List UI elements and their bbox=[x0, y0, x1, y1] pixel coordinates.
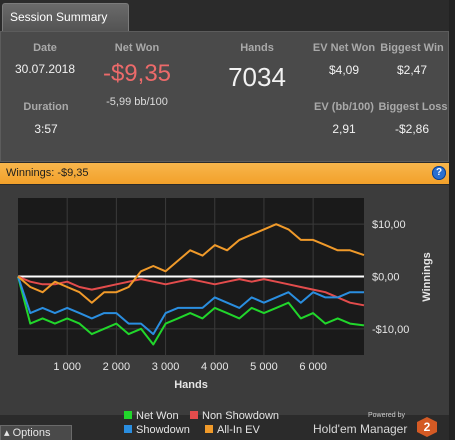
hands-value: 7034 bbox=[228, 62, 286, 92]
legend-all-in-ev: All-In EV bbox=[205, 424, 260, 436]
y-tick-label: -$10,00 bbox=[372, 324, 409, 336]
legend-swatch-showdown bbox=[124, 425, 132, 433]
window-edge bbox=[449, 0, 455, 440]
series-all-in-ev-line bbox=[17, 223, 365, 304]
net-won-bb100: -5,99 bb/100 bbox=[106, 96, 168, 108]
series-showdown-line bbox=[17, 276, 364, 336]
biggest-loss-label: Biggest Loss bbox=[378, 101, 448, 113]
legend-label-non-showdown: Non Showdown bbox=[202, 410, 280, 422]
hands-label: Hands bbox=[240, 42, 274, 54]
legend-label-all-in-ev: All-In EV bbox=[217, 424, 260, 436]
help-icon[interactable]: ? bbox=[432, 166, 446, 180]
legend-net-won: Net Won bbox=[124, 410, 179, 422]
x-tick-label: 2 000 bbox=[103, 361, 131, 373]
date-value: 30.07.2018 bbox=[14, 62, 76, 76]
grid-lines bbox=[18, 198, 364, 355]
legend-label-showdown: Showdown bbox=[136, 424, 190, 436]
net-won-label: Net Won bbox=[114, 42, 160, 54]
duration-label: Duration bbox=[23, 101, 69, 113]
options-label: Options bbox=[12, 427, 51, 439]
duration-value: 3:57 bbox=[34, 122, 58, 136]
ev-bb100-label: EV (bb/100) bbox=[314, 101, 374, 113]
x-tick-label: 1 000 bbox=[53, 361, 81, 373]
y-axis-label: Winnings bbox=[421, 252, 433, 301]
legend-label-net-won: Net Won bbox=[136, 410, 179, 422]
winnings-chart: 1 000 2 000 3 000 4 000 5 000 6 000 $10,00 $0,… bbox=[17, 198, 433, 391]
ev-net-won-value: $4,09 bbox=[328, 63, 360, 77]
ev-bb100-value: 2,91 bbox=[332, 122, 356, 136]
legend-swatch-non-showdown bbox=[190, 411, 198, 419]
legend-swatch-net-won bbox=[124, 411, 132, 419]
legend-swatch-all-in-ev bbox=[205, 425, 213, 433]
series-net-won-line bbox=[17, 276, 365, 346]
x-tick-label: 3 000 bbox=[152, 361, 180, 373]
options-chevron-icon: ▴ bbox=[4, 427, 13, 439]
ev-net-won-label: EV Net Won bbox=[312, 42, 376, 54]
series-lines bbox=[17, 223, 365, 346]
tab-session-summary[interactable]: Session Summary bbox=[2, 3, 129, 31]
y-tick-label: $10,00 bbox=[372, 219, 406, 231]
y-tick-labels: $10,00 $0,00 -$10,00 bbox=[372, 219, 409, 336]
biggest-win-value: $2,47 bbox=[396, 63, 428, 77]
winnings-banner: Winnings: -$9,35 ? bbox=[0, 163, 449, 184]
date-label: Date bbox=[33, 42, 57, 54]
legend-non-showdown: Non Showdown bbox=[190, 410, 279, 422]
hm2-logo-icon: 2 bbox=[417, 417, 437, 437]
biggest-loss-value: -$2,86 bbox=[394, 122, 430, 136]
x-tick-labels: 1 000 2 000 3 000 4 000 5 000 6 000 bbox=[53, 361, 326, 373]
biggest-win-label: Biggest Win bbox=[380, 42, 444, 54]
options-button[interactable]: ▴ Options bbox=[0, 425, 72, 440]
powered-by-text: Powered by bbox=[368, 412, 405, 419]
x-tick-label: 5 000 bbox=[250, 361, 278, 373]
session-summary-panel: Date 30.07.2018 Net Won -$9,35 -5,99 bb/… bbox=[0, 31, 449, 162]
legend-showdown: Showdown bbox=[124, 424, 190, 436]
x-tick-label: 6 000 bbox=[299, 361, 327, 373]
y-tick-label: $0,00 bbox=[372, 272, 400, 284]
net-won-value: -$9,35 bbox=[102, 60, 172, 87]
x-tick-label: 4 000 bbox=[201, 361, 229, 373]
brand-name: Hold'em Manager bbox=[313, 422, 408, 436]
winnings-chart-panel: 1 000 2 000 3 000 4 000 5 000 6 000 $10,00 $0,… bbox=[0, 185, 449, 415]
series-non-showdown-line bbox=[17, 275, 365, 307]
winnings-text: Winnings: -$9,35 bbox=[6, 167, 89, 179]
x-axis-label: Hands bbox=[174, 379, 208, 391]
